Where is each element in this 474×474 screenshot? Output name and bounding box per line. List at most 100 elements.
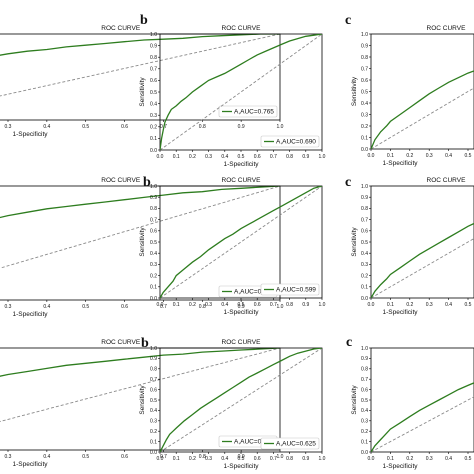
x-axis-label: 1-Specificity: [12, 461, 48, 468]
y-tick-label: 0.3: [361, 112, 368, 118]
panel-letter: c: [345, 175, 351, 190]
panel-letter: b: [143, 175, 151, 190]
plot-frame: [0, 347, 281, 451]
x-tick-label: 0.1: [387, 456, 394, 462]
roc-curve: [371, 382, 474, 452]
chance-diagonal: [0, 348, 280, 422]
x-tick-label: 0.0: [157, 302, 164, 308]
x-tick-label: 0.5: [82, 124, 89, 130]
x-tick-label: 0.6: [254, 154, 261, 160]
y-tick-label: 1.0: [150, 32, 157, 38]
x-tick-label: 0.9: [302, 154, 309, 160]
x-tick-label: 0.8: [199, 124, 206, 130]
y-tick-label: 0.4: [361, 101, 368, 107]
y-tick-label: 0.5: [150, 398, 157, 404]
x-tick-label: 1.0: [319, 456, 326, 462]
x-tick-label: 0.3: [5, 454, 12, 460]
x-tick-label: 0.4: [445, 456, 452, 462]
roc-panel-1: 0.3 0.4 0.5 0.6 0.7 0.8 0.9 1.0 1-Specificity ROC…: [0, 25, 284, 138]
y-tick-label: 0.4: [361, 408, 368, 414]
x-axis-label: 1-Specificity: [12, 131, 48, 138]
x-tick-label: 0.9: [238, 124, 245, 130]
x-tick-label: 1.0: [319, 302, 326, 308]
x-tick-label: 0.7: [160, 304, 167, 310]
x-tick-label: 0.6: [254, 302, 261, 308]
x-tick-label: 0.4: [43, 454, 50, 460]
y-tick-label: 0.3: [150, 419, 157, 425]
x-tick-label: 0.0: [368, 456, 375, 462]
legend-box: [260, 437, 320, 450]
chance-diagonal: [0, 34, 280, 97]
chance-diagonal: [371, 396, 474, 452]
y-tick-label: 0.9: [361, 356, 368, 362]
x-tick-label: 0.2: [189, 456, 196, 462]
x-axis-label: 1-Specificity: [223, 463, 259, 470]
roc-curve: [0, 34, 280, 56]
y-tick-label: 0.6: [150, 78, 157, 84]
x-tick-label: 0.4: [445, 153, 452, 159]
y-tick-label: 0.6: [361, 78, 368, 84]
x-tick-label: 0.7: [270, 456, 277, 462]
roc-panel-5: 0.0 0.1 0.2 0.3 0.4 0.5 0.6 0.7 0.8 0.9 1.0 0.0 0.1 0…: [139, 175, 326, 316]
plot-frame: [370, 33, 474, 150]
x-tick-label: 0.4: [43, 304, 50, 310]
roc-curve: [371, 222, 474, 298]
panel-letter: c: [346, 335, 352, 350]
x-tick-label: 0.4: [221, 456, 228, 462]
y-tick-label: 0.3: [150, 262, 157, 268]
y-tick-label: 0.6: [150, 387, 157, 393]
x-tick-label: 0.3: [426, 302, 433, 308]
y-tick-label: 1.0: [150, 346, 157, 352]
y-tick-label: 0.8: [361, 367, 368, 373]
roc-panel-6: 0.0 0.1 0.2 0.3 0.4 0.5 0.0 0.1 0.2 0.3 0.4 0.5 0.6 0…: [345, 175, 474, 316]
roc-curve: [160, 34, 322, 150]
x-tick-label: 0.0: [368, 302, 375, 308]
legend-label: A,AUC=0.625: [276, 441, 316, 448]
y-tick-label: 0.1: [361, 285, 368, 291]
x-tick-label: 0.5: [465, 456, 472, 462]
x-tick-label: 0.9: [238, 454, 245, 460]
roc-panel-7: 0.3 0.4 0.5 0.6 0.7 0.8 0.9 1.0 1-Specificity ROC…: [0, 339, 284, 468]
chart-title: ROC CURVE: [222, 339, 262, 346]
chart-title: ROC CURVE: [222, 177, 262, 184]
x-axis-label: 1-Specificity: [382, 309, 418, 316]
x-tick-label: 0.3: [426, 153, 433, 159]
plot-frame: [159, 33, 323, 151]
y-axis-label: Sensitivity: [351, 227, 358, 257]
x-tick-label: 0.1: [173, 302, 180, 308]
x-tick-label: 0.2: [189, 154, 196, 160]
x-tick-label: 0.6: [254, 456, 261, 462]
y-tick-label: 0.7: [150, 377, 157, 383]
y-tick-label: 0.2: [361, 273, 368, 279]
y-tick-label: 0.5: [361, 240, 368, 246]
x-tick-label: 0.5: [465, 153, 472, 159]
x-tick-label: 0.0: [157, 154, 164, 160]
panel-letter: b: [141, 336, 149, 351]
y-tick-label: 0.8: [150, 367, 157, 373]
y-tick-label: 0.9: [150, 195, 157, 201]
y-tick-label: 0.2: [150, 125, 157, 131]
roc-panel-9: 0.0 0.1 0.2 0.3 0.4 0.5 0.0 0.1 0.2 0.3 0.4 0.5 0.6 0…: [346, 335, 474, 470]
y-tick-label: 0.8: [361, 206, 368, 212]
y-tick-label: 0.3: [150, 113, 157, 119]
x-tick-label: 0.3: [205, 302, 212, 308]
legend-box: [260, 135, 320, 148]
legend-label: A,AUC=0.690: [276, 139, 316, 146]
y-tick-label: 0.7: [361, 377, 368, 383]
y-tick-label: 0.0: [361, 450, 368, 456]
x-axis-label: 1-Specificity: [12, 311, 48, 318]
roc-curve: [160, 186, 322, 298]
x-tick-label: 0.7: [160, 454, 167, 460]
y-tick-label: 1.0: [361, 184, 368, 190]
chance-diagonal: [160, 348, 322, 452]
y-tick-label: 0.9: [361, 195, 368, 201]
y-tick-label: 0.8: [361, 55, 368, 61]
y-tick-label: 0.5: [150, 240, 157, 246]
chart-title: ROC CURVE: [427, 25, 467, 32]
x-tick-label: 0.7: [270, 302, 277, 308]
x-tick-label: 0.5: [238, 154, 245, 160]
chance-diagonal: [371, 87, 474, 149]
y-tick-label: 0.2: [150, 273, 157, 279]
y-tick-label: 0.5: [361, 398, 368, 404]
y-axis-label: Sensitivity: [139, 227, 146, 257]
